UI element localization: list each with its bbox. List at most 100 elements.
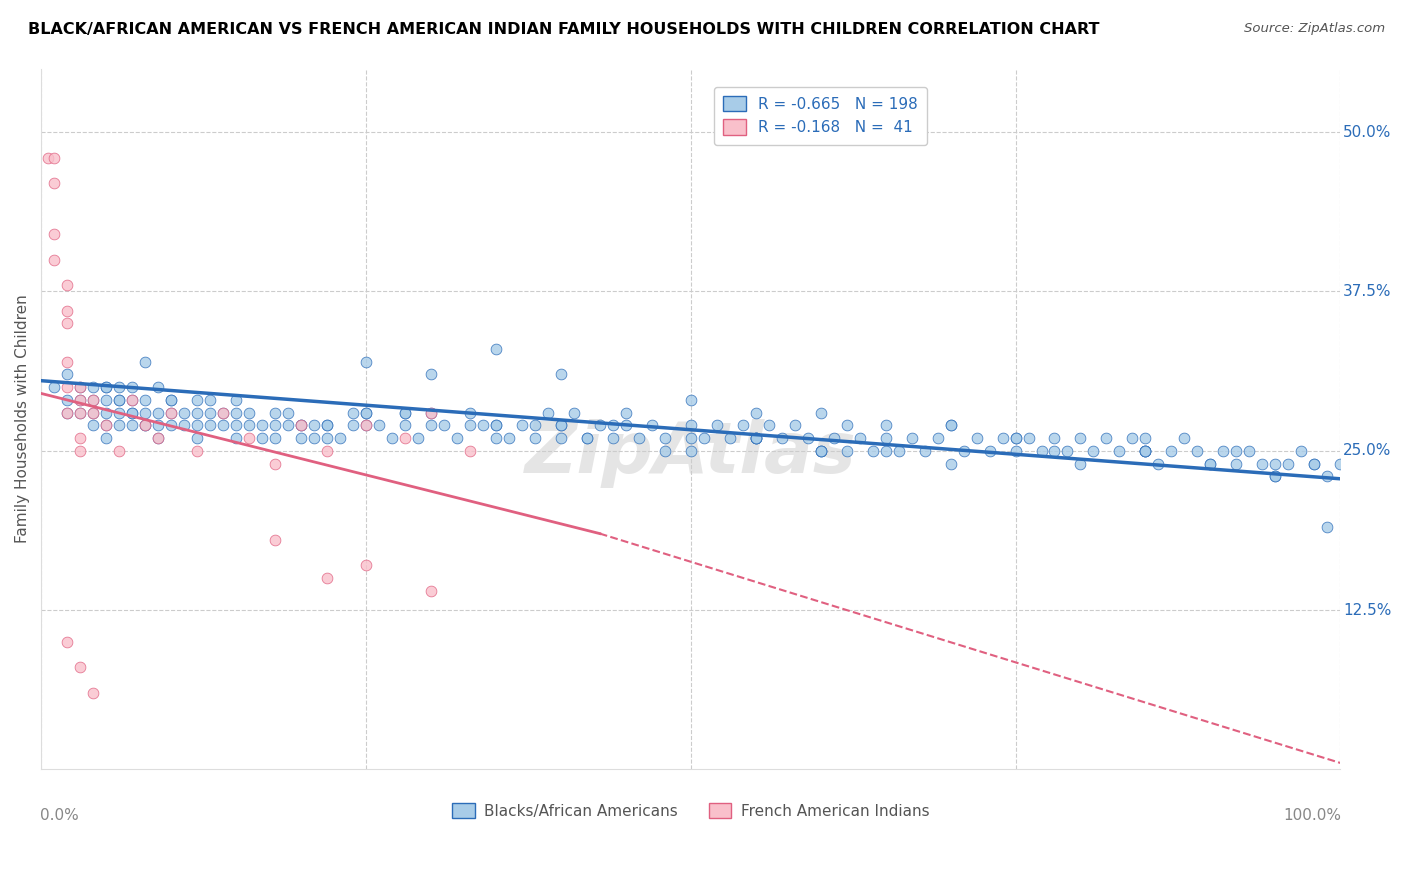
Point bbox=[498, 431, 520, 445]
Point bbox=[69, 443, 91, 458]
Legend: Blacks/African Americans, French American Indians: Blacks/African Americans, French America… bbox=[446, 797, 935, 825]
Point bbox=[146, 405, 169, 419]
Point bbox=[1199, 457, 1222, 471]
Point bbox=[225, 431, 247, 445]
Point bbox=[406, 431, 429, 445]
Point bbox=[589, 418, 612, 433]
Point bbox=[277, 405, 299, 419]
Point bbox=[94, 380, 117, 394]
Point bbox=[108, 380, 131, 394]
Point bbox=[212, 405, 235, 419]
Point bbox=[823, 431, 845, 445]
Point bbox=[875, 443, 897, 458]
Point bbox=[1251, 457, 1274, 471]
Point bbox=[290, 418, 312, 433]
Point bbox=[1225, 457, 1247, 471]
Point bbox=[458, 418, 481, 433]
Point bbox=[887, 443, 910, 458]
Point bbox=[523, 431, 546, 445]
Point bbox=[121, 405, 143, 419]
Point bbox=[575, 431, 598, 445]
Point bbox=[42, 176, 65, 190]
Point bbox=[783, 418, 806, 433]
Point bbox=[523, 418, 546, 433]
Point bbox=[1303, 457, 1326, 471]
Point bbox=[316, 418, 339, 433]
Point bbox=[69, 392, 91, 407]
Point bbox=[212, 418, 235, 433]
Point bbox=[835, 418, 858, 433]
Point bbox=[979, 443, 1001, 458]
Point bbox=[693, 431, 716, 445]
Point bbox=[264, 418, 287, 433]
Text: ZipAtlas: ZipAtlas bbox=[524, 419, 856, 489]
Point bbox=[316, 418, 339, 433]
Text: Source: ZipAtlas.com: Source: ZipAtlas.com bbox=[1244, 22, 1385, 36]
Point bbox=[1004, 443, 1026, 458]
Point bbox=[82, 392, 104, 407]
Point bbox=[186, 431, 208, 445]
Point bbox=[810, 443, 832, 458]
Point bbox=[394, 418, 416, 433]
Point bbox=[250, 418, 273, 433]
Point bbox=[602, 418, 624, 433]
Point bbox=[1095, 431, 1118, 445]
Point bbox=[160, 418, 183, 433]
Point bbox=[1018, 431, 1040, 445]
Point bbox=[198, 405, 221, 419]
Point bbox=[1135, 443, 1157, 458]
Point bbox=[69, 405, 91, 419]
Point bbox=[225, 392, 247, 407]
Point bbox=[1031, 443, 1053, 458]
Point bbox=[146, 418, 169, 433]
Point bbox=[342, 418, 364, 433]
Point bbox=[927, 431, 949, 445]
Point bbox=[329, 431, 352, 445]
Point bbox=[146, 431, 169, 445]
Point bbox=[82, 405, 104, 419]
Point bbox=[1121, 431, 1143, 445]
Point bbox=[952, 443, 974, 458]
Point bbox=[42, 380, 65, 394]
Point bbox=[264, 431, 287, 445]
Point bbox=[991, 431, 1014, 445]
Point bbox=[82, 380, 104, 394]
Point bbox=[250, 431, 273, 445]
Point bbox=[186, 418, 208, 433]
Point bbox=[458, 405, 481, 419]
Point bbox=[939, 418, 962, 433]
Point bbox=[744, 431, 766, 445]
Point bbox=[381, 431, 404, 445]
Point bbox=[1264, 457, 1286, 471]
Point bbox=[471, 418, 494, 433]
Point bbox=[225, 405, 247, 419]
Point bbox=[56, 405, 79, 419]
Point bbox=[82, 686, 104, 700]
Point bbox=[94, 418, 117, 433]
Point bbox=[875, 431, 897, 445]
Point bbox=[394, 431, 416, 445]
Point bbox=[1004, 431, 1026, 445]
Point bbox=[173, 418, 195, 433]
Point bbox=[654, 431, 676, 445]
Point bbox=[82, 405, 104, 419]
Point bbox=[1199, 457, 1222, 471]
Point bbox=[160, 392, 183, 407]
Point bbox=[69, 380, 91, 394]
Point bbox=[198, 418, 221, 433]
Point bbox=[186, 392, 208, 407]
Text: 50.0%: 50.0% bbox=[1343, 125, 1392, 140]
Point bbox=[37, 151, 59, 165]
Point bbox=[146, 431, 169, 445]
Point bbox=[186, 405, 208, 419]
Point bbox=[731, 418, 754, 433]
Text: 0.0%: 0.0% bbox=[39, 808, 79, 822]
Point bbox=[134, 405, 156, 419]
Point bbox=[94, 405, 117, 419]
Point bbox=[121, 392, 143, 407]
Point bbox=[939, 457, 962, 471]
Point bbox=[94, 380, 117, 394]
Point bbox=[1316, 469, 1339, 483]
Point bbox=[1160, 443, 1182, 458]
Point bbox=[134, 392, 156, 407]
